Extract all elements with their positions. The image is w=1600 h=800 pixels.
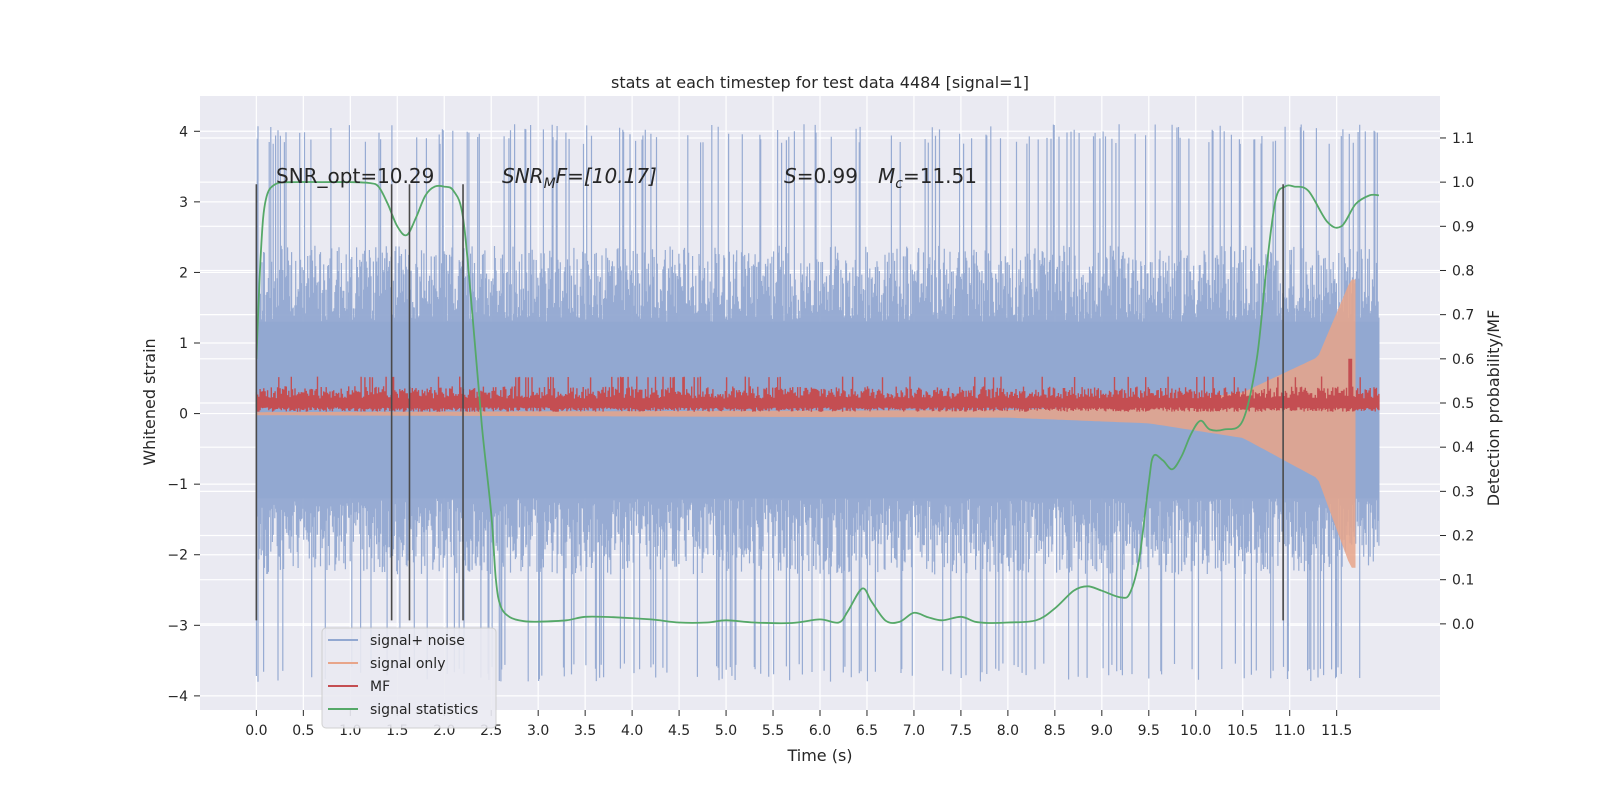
y2-tick-label: 0.5 [1452, 396, 1474, 412]
snr-mf-sub: M [544, 176, 556, 192]
mc-sub: c [895, 176, 903, 192]
y-tick-label: −2 [167, 548, 188, 564]
x-tick-label: 3.0 [527, 723, 549, 739]
x-tick-label: 7.0 [903, 723, 925, 739]
x-tick-label: 11.5 [1321, 723, 1352, 739]
x-tick-label: 8.0 [997, 723, 1019, 739]
mc-annotation: Mc=11.51 [878, 164, 977, 192]
y-tick-label: 3 [179, 195, 188, 211]
y-tick-label: 1 [179, 336, 188, 352]
x-tick-label: 6.5 [856, 723, 878, 739]
y2-tick-label: 1.0 [1452, 175, 1474, 191]
y-tick-label: −3 [167, 618, 188, 634]
legend-label: signal only [370, 656, 445, 672]
x-tick-label: 9.0 [1091, 723, 1113, 739]
y2-tick-label: 0.9 [1452, 219, 1474, 235]
x-tick-label: 7.5 [950, 723, 972, 739]
y-axis-label: Whitened strain [140, 338, 159, 465]
series-signal-statistics [255, 181, 1379, 625]
y2-axis-label: Detection probability/MF [1484, 310, 1503, 507]
x-tick-label: 0.0 [245, 723, 267, 739]
legend-box [321, 627, 497, 729]
x-tick-label: 10.0 [1180, 723, 1211, 739]
y2-tick-label: 0.8 [1452, 263, 1474, 279]
s-annotation: S=0.99 [784, 164, 858, 188]
vertical-markers [255, 184, 1284, 621]
snr-mf-tail: F=[10.17] [556, 164, 657, 188]
legend-label: signal statistics [370, 702, 478, 718]
y2-tick-label: 0.7 [1452, 308, 1474, 324]
y2-tick-label: 0.2 [1452, 529, 1474, 545]
snr-opt-annotation: SNR_opt=10.29 [276, 164, 434, 188]
y-tick-label: 4 [179, 124, 188, 140]
x-tick-label: 0.5 [292, 723, 314, 739]
legend-label: signal+ noise [370, 633, 465, 649]
y2-tick-label: 0.1 [1452, 573, 1474, 589]
x-tick-label: 8.5 [1044, 723, 1066, 739]
x-tick-label: 3.5 [574, 723, 596, 739]
y-tick-label: −4 [167, 689, 188, 705]
snr-mf-main: SNR [502, 164, 544, 188]
y2-tick-label: 0.0 [1452, 617, 1474, 633]
x-axis-label: Time (s) [786, 746, 852, 765]
x-tick-label: 11.0 [1274, 723, 1305, 739]
x-tick-label: 5.5 [762, 723, 784, 739]
y-axis-ticks: 4 3 2 1 0 −1 −2 −3 −4 [167, 124, 200, 705]
chart-title: stats at each timestep for test data 448… [611, 73, 1029, 92]
x-tick-label: 4.0 [621, 723, 643, 739]
legend: signal+ noise signal only MF signal statist… [321, 627, 497, 729]
x-tick-label: 6.0 [809, 723, 831, 739]
x-tick-label: 4.5 [668, 723, 690, 739]
y2-tick-label: 0.4 [1452, 440, 1474, 456]
x-tick-label: 5.0 [715, 723, 737, 739]
s-label: S [784, 164, 797, 188]
snr-mf-annotation: SNRMF=[10.17] [502, 164, 657, 192]
x-tick-label: 9.5 [1138, 723, 1160, 739]
legend-label: MF [370, 679, 390, 695]
y2-tick-label: 1.1 [1452, 131, 1474, 147]
y-tick-label: 2 [179, 265, 188, 281]
mc-value: =11.51 [903, 164, 977, 188]
y-tick-label: 0 [179, 407, 188, 423]
mc-label: M [878, 164, 895, 188]
y2-tick-label: 0.6 [1452, 352, 1474, 368]
series-layer [255, 124, 1380, 682]
y2-tick-label: 0.3 [1452, 484, 1474, 500]
s-value: =0.99 [797, 164, 858, 188]
y-tick-label: −1 [167, 477, 188, 493]
x-tick-label: 10.5 [1227, 723, 1258, 739]
y2-axis-ticks: 1.1 1.0 0.9 0.8 0.7 0.6 0.5 0.4 0.3 0.2 0.1 0.0 [1440, 131, 1474, 633]
